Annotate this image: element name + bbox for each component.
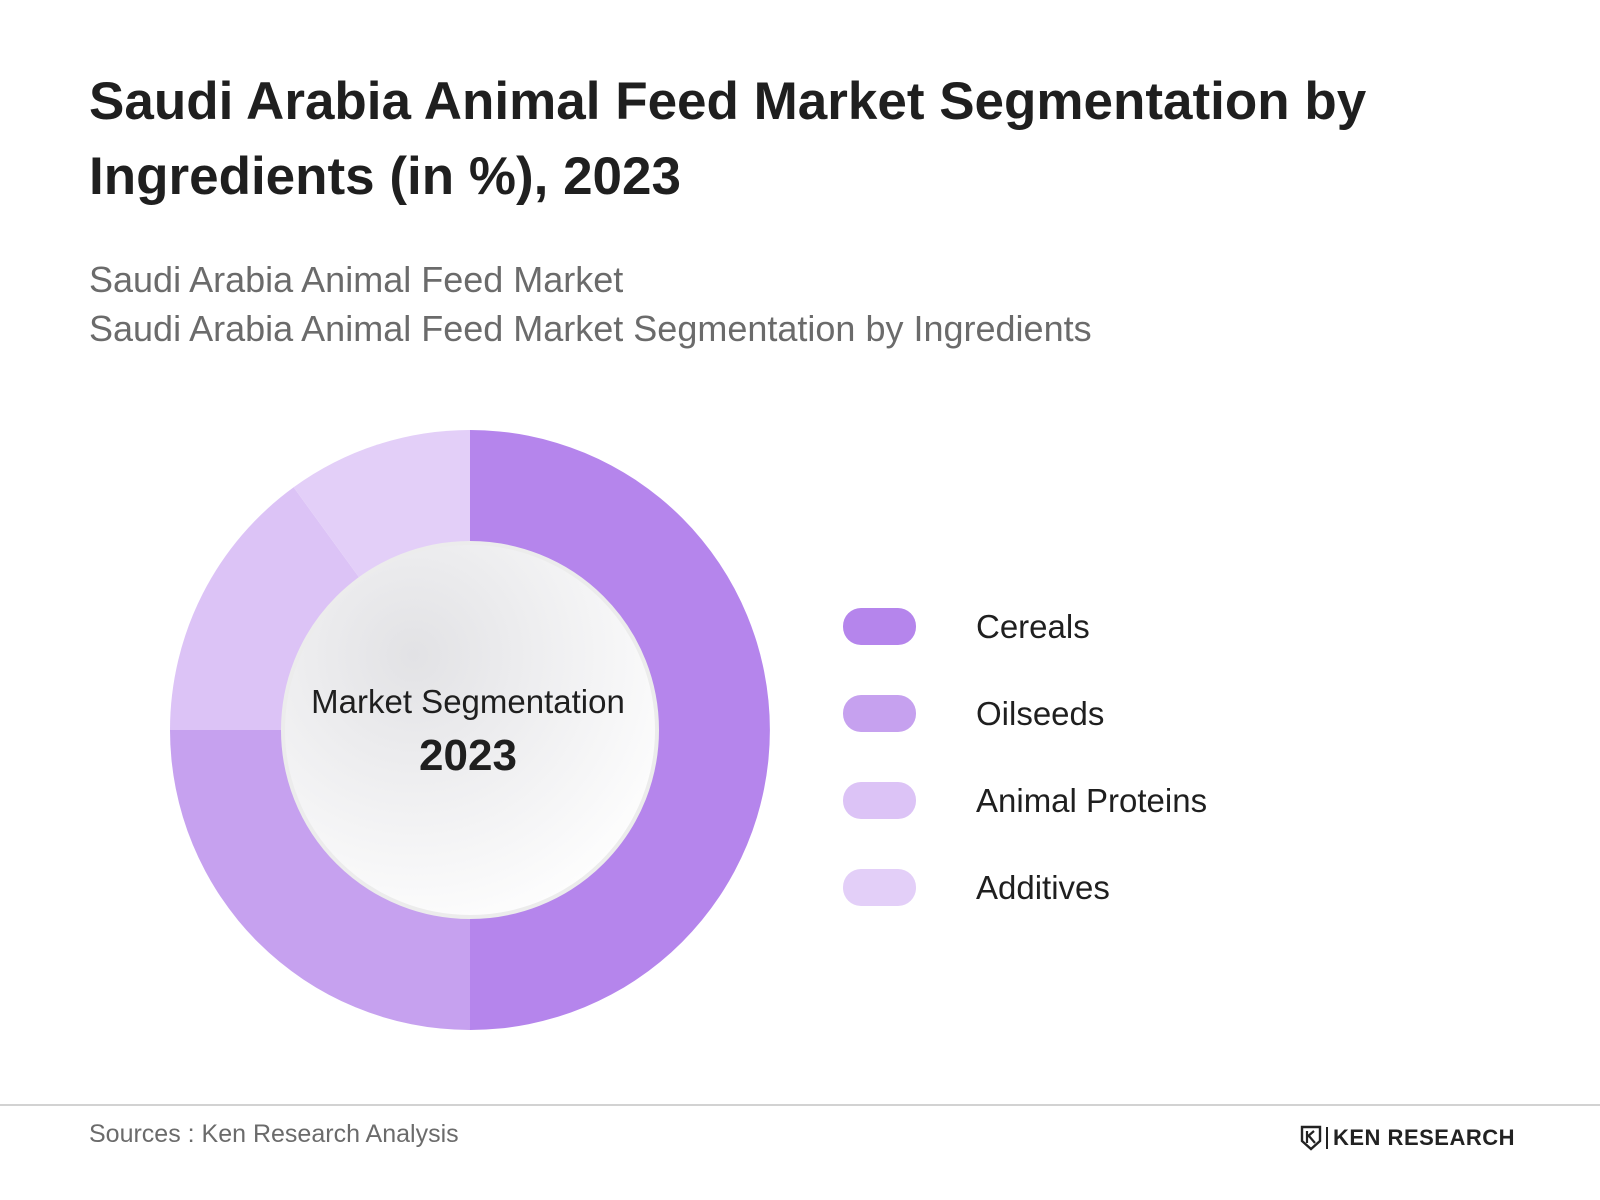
donut-chart	[170, 430, 770, 1030]
legend-swatch	[843, 608, 916, 645]
source-note: Sources : Ken Research Analysis	[89, 1120, 459, 1148]
donut-center-label: Market Segmentation 2023	[278, 680, 658, 784]
brand-logo: KEN RESEARCH	[1300, 1125, 1515, 1151]
center-label-year: 2023	[419, 731, 517, 780]
subtitle-line-segmentation: Saudi Arabia Animal Feed Market Segmenta…	[89, 308, 1092, 349]
center-label-text: Market Segmentation	[311, 683, 625, 720]
subtitle-line-market: Saudi Arabia Animal Feed Market	[89, 259, 624, 300]
legend-swatch	[843, 869, 916, 906]
donut-center-disc	[281, 541, 659, 919]
brand-name: KEN RESEARCH	[1333, 1125, 1516, 1150]
legend-label: Additives	[976, 868, 1110, 906]
legend-item-additives: Additives	[843, 844, 1207, 931]
chart-subtitle: Saudi Arabia Animal Feed Market Saudi Ar…	[89, 255, 1092, 353]
chart-legend: Cereals Oilseeds Animal Proteins Additives	[843, 583, 1207, 931]
brand-separator	[1326, 1127, 1328, 1149]
legend-item-oilseeds: Oilseeds	[843, 670, 1207, 757]
ken-research-logo-icon	[1300, 1125, 1322, 1151]
legend-item-animal-proteins: Animal Proteins	[843, 757, 1207, 844]
legend-item-cereals: Cereals	[843, 583, 1207, 670]
legend-label: Oilseeds	[976, 694, 1105, 732]
legend-swatch	[843, 782, 916, 819]
legend-label: Cereals	[976, 607, 1090, 645]
chart-title: Saudi Arabia Animal Feed Market Segmenta…	[89, 72, 1367, 206]
legend-swatch	[843, 695, 916, 732]
legend-label: Animal Proteins	[976, 781, 1208, 819]
footer-divider	[0, 1104, 1600, 1106]
